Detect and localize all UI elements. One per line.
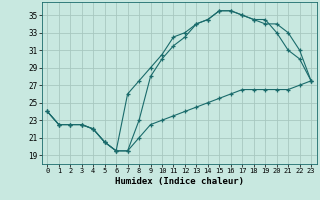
X-axis label: Humidex (Indice chaleur): Humidex (Indice chaleur) (115, 177, 244, 186)
